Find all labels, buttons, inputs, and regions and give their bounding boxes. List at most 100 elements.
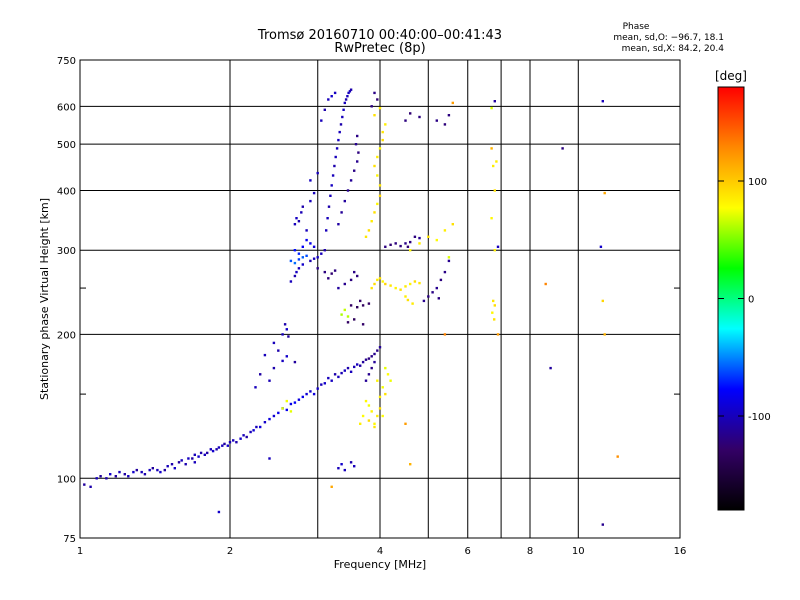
echo-point-o [135,468,138,472]
echo-point-o [353,365,356,369]
echo-point-x [406,298,410,302]
echo-point-o [340,211,343,214]
echo-point-o [431,291,434,294]
echo-point-x [381,280,384,283]
echo-point-o [312,191,316,195]
echo-point-o [300,211,303,214]
echo-point-o [268,417,271,421]
echo-point-o [297,258,301,261]
echo-point-o [301,256,304,259]
echo-point-o [325,229,328,232]
y-tick-label: 300 [57,246,76,257]
echo-point-o [493,100,496,103]
echo-point-o [335,147,339,150]
echo-point-o [159,470,162,474]
echo-point-o [259,425,262,429]
echo-point-x [443,333,447,336]
echo-point-x [289,410,293,413]
y-tick-label: 750 [57,56,76,67]
echo-point-x [490,106,493,110]
echo-point-o [339,123,343,126]
echo-point-o [312,257,316,260]
echo-point-o [255,425,258,429]
echo-point-o [140,470,143,474]
echo-point-x [378,147,382,150]
echo-point-o [289,402,293,406]
echo-point-o [272,414,276,418]
echo-point-o [268,379,271,382]
y-tick-label: 400 [57,186,76,197]
echo-point-o [443,123,447,126]
echo-point-x [378,184,382,187]
echo-point-x [361,414,365,418]
echo-point-o [327,205,331,208]
echo-point-o [245,435,248,439]
echo-point-x [376,202,379,206]
echo-point-o [301,263,304,266]
echo-point-o [333,373,337,376]
echo-point-x [367,229,371,232]
echo-point-o [211,449,215,453]
echo-point-o [331,174,335,177]
echo-point-o [399,244,402,248]
echo-point-o [361,304,365,307]
echo-point-o [349,88,353,91]
echo-point-o [354,143,358,146]
echo-point-o [367,302,371,305]
echo-point-x [373,425,376,429]
echo-point-o [370,366,373,370]
echo-point-o [301,395,304,399]
echo-point-x [370,410,373,413]
echo-point-o [435,119,438,122]
echo-point-o [356,134,359,138]
echo-point-o [447,114,451,117]
echo-point-o [123,473,126,476]
echo-point-x [376,414,379,418]
echo-point-o [404,119,407,122]
y-axis: 75 100 200 300 400 500 600 750 [57,56,680,545]
echo-point-o [439,278,443,282]
echo-point-x [451,101,454,105]
echo-point-o [364,358,368,361]
echo-point-x [330,485,333,488]
echo-point-o [309,259,312,263]
grid-lines [80,60,680,538]
echo-point-o [187,457,190,460]
echo-point-x [376,278,379,282]
echo-point-o [337,375,340,379]
echo-point-o [343,468,346,472]
x-tick-label: 4 [377,546,383,557]
echo-point-o [353,270,356,274]
echo-point-x [364,399,368,403]
echo-point-o [349,278,353,282]
echo-point-x [381,130,384,134]
echo-point-x [493,318,496,321]
echo-point-o [346,366,350,370]
echo-point-o [163,468,166,472]
echo-point-o [347,91,350,95]
echo-point-x [447,256,451,259]
echo-point-o [333,91,337,95]
echo-point-x [389,284,392,287]
echo-point-x [373,211,376,214]
echo-point-o [305,254,308,257]
echo-point-o [367,357,371,360]
echo-point-o [277,411,280,415]
echo-point-o [346,95,349,98]
echo-point-x [491,311,494,314]
echo-point-o [348,90,352,93]
echo-point-x [384,392,387,396]
x-tick-label: 6 [465,546,471,557]
echo-point-o [333,269,337,272]
echo-point-o [226,444,229,447]
echo-point-o [349,370,353,373]
echo-point-x [378,277,382,280]
echo-point-o [561,147,564,150]
echo-point-o [217,446,221,449]
echo-point-o [305,229,308,232]
echo-point-o [289,280,293,283]
echo-point-x [378,194,382,197]
echo-point-o [337,286,340,290]
